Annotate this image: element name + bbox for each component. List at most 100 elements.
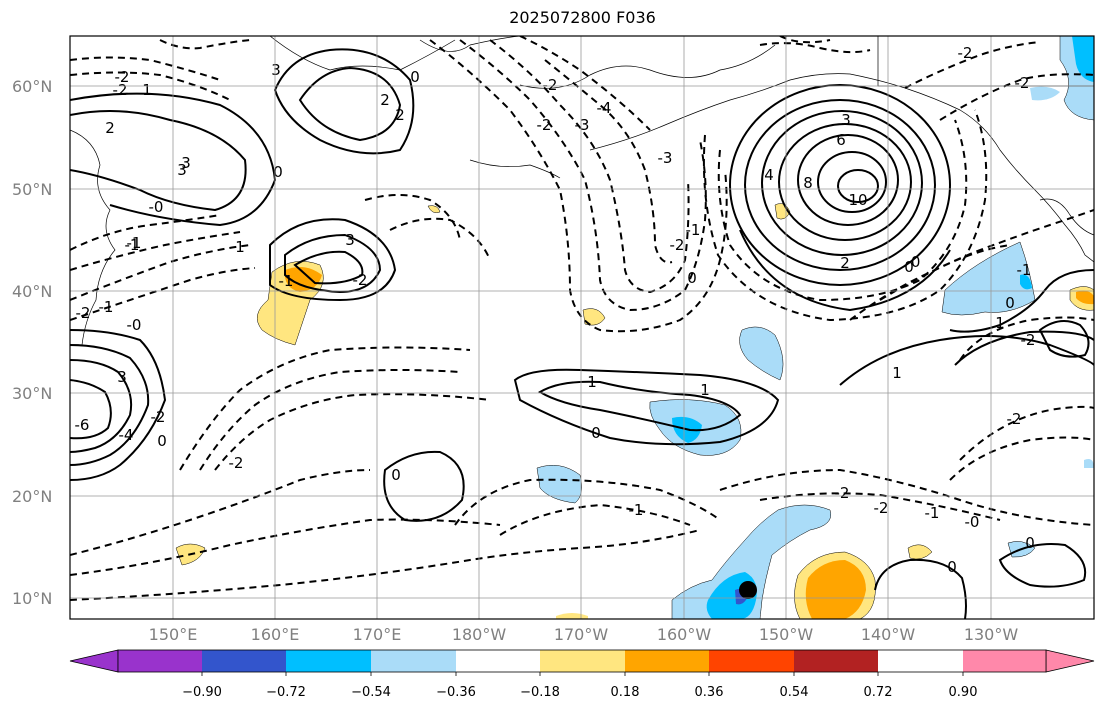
colorbar-tick-label: 0.90 — [948, 685, 978, 700]
colorbar-segment — [286, 650, 371, 672]
contour-label: -2 — [543, 76, 558, 94]
contour-label: 3 — [117, 368, 127, 386]
negative-anomaly-core — [1020, 274, 1032, 290]
colorbar-segment — [963, 650, 1046, 672]
shaded-regions — [175, 36, 1094, 619]
contour-label: 2 — [395, 106, 405, 124]
contour-label: -2 — [229, 454, 244, 472]
contour-label: 4 — [764, 166, 774, 184]
colorbar-tick-label: 0.72 — [863, 685, 893, 700]
contour-label: -3 — [658, 149, 673, 167]
contour-label: -0 — [127, 316, 142, 334]
gridlines — [70, 36, 1094, 619]
contour-label: 0 — [1005, 294, 1015, 312]
colorbar-segment — [202, 650, 286, 672]
contour-label: 1 — [235, 238, 245, 256]
contour-label: -1 — [127, 234, 142, 252]
solid-contours — [70, 48, 1094, 619]
lat-label: 50°N — [12, 180, 53, 199]
negative-anomaly-region — [671, 504, 832, 619]
dashed-contours — [70, 36, 1094, 601]
contour-label: 3 — [181, 154, 191, 172]
contour-label: -2 — [835, 484, 850, 502]
contour-label: -2 — [113, 81, 128, 99]
positive-anomaly-core — [805, 560, 866, 619]
lon-label: 130°W — [963, 625, 1019, 644]
contour-label: -2 — [1015, 74, 1030, 92]
high-pressure-contour — [778, 123, 912, 241]
lon-label: 170°E — [352, 625, 402, 644]
contour-label: -0 — [906, 253, 921, 271]
positive-anomaly-core — [284, 266, 322, 292]
contour-label: 1 — [587, 373, 597, 391]
contour-label: 3 — [841, 111, 851, 129]
negative-anomaly-region — [739, 326, 784, 381]
lon-label: 170°W — [553, 625, 609, 644]
colorbar-tick-label: 0.18 — [610, 685, 640, 700]
high-pressure-contour — [744, 99, 936, 271]
contour-label: -2 — [115, 68, 130, 86]
contour-label: 0 — [591, 424, 601, 442]
high-pressure-contour — [817, 151, 887, 213]
map-title: 2025072800 F036 — [509, 8, 656, 27]
colorbar-segment — [709, 650, 794, 672]
contour-label: 10 — [848, 191, 867, 209]
contour-label: 1 — [892, 364, 902, 382]
high-pressure-contour — [729, 84, 951, 286]
colorbar-extend-max — [1045, 649, 1095, 673]
colorbar-segment — [118, 650, 202, 672]
colorbar-segment — [456, 650, 540, 672]
negative-anomaly-region — [1030, 86, 1060, 101]
coastlines — [70, 36, 1094, 346]
contour-label: -3 — [575, 116, 590, 134]
colorbar-tick-label: −0.90 — [182, 685, 222, 700]
contour-label: -0 — [149, 198, 164, 216]
contour-label: -1 — [279, 272, 294, 290]
contour-label: -1 — [629, 501, 644, 519]
contour-label: 1 — [995, 314, 1005, 332]
contour-label: -1 — [925, 504, 940, 522]
contour-label: 3 — [345, 231, 355, 249]
lon-label: 150°E — [148, 625, 198, 644]
colorbar-outline — [117, 649, 1047, 673]
contour-label: 3 — [271, 61, 281, 79]
lat-label: 10°N — [12, 589, 53, 608]
contour-label: 0 — [1025, 534, 1035, 552]
contour-label: 3 — [177, 161, 187, 179]
contour-label: -2 — [1021, 331, 1036, 349]
contour-label: 0 — [410, 68, 420, 86]
contour-label: -1 — [1017, 261, 1032, 279]
contour-label: -4 — [597, 99, 612, 117]
lat-label: 30°N — [12, 384, 53, 403]
contour-label: -1 — [125, 236, 140, 254]
colorbar-segment — [625, 650, 709, 672]
map-area — [70, 36, 1094, 619]
contour-label: 0 — [391, 466, 401, 484]
contour-label: -1 — [686, 221, 701, 239]
lon-label: 160°W — [656, 625, 712, 644]
contour-label: -6 — [75, 416, 90, 434]
positive-anomaly-region — [556, 613, 588, 619]
colorbar — [69, 649, 1095, 676]
colorbar-segment — [794, 650, 878, 672]
contour-label: 0 — [947, 558, 957, 576]
colorbar-tick-label: −0.54 — [351, 685, 391, 700]
map-frame — [69, 35, 1095, 620]
lon-label: 180°W — [451, 625, 507, 644]
contour-label: -2 — [151, 408, 166, 426]
contour-label: 1 — [142, 81, 152, 99]
contour-label: -0 — [965, 513, 980, 531]
contour-label: 6 — [836, 131, 846, 149]
contour-label: 0 — [157, 432, 167, 450]
colorbar-tick-label: 0.54 — [779, 685, 809, 700]
colorbar-segment — [540, 650, 625, 672]
colorbar-tick-label: −0.36 — [436, 685, 476, 700]
contour-label: -2 — [76, 304, 91, 322]
contour-label: -4 — [119, 426, 134, 444]
contour-label: -2 — [353, 271, 368, 289]
lon-label: 140°W — [860, 625, 916, 644]
colorbar-tick-label: −0.72 — [266, 685, 306, 700]
lon-label: 160°E — [250, 625, 300, 644]
contour-label: 8 — [803, 174, 813, 192]
